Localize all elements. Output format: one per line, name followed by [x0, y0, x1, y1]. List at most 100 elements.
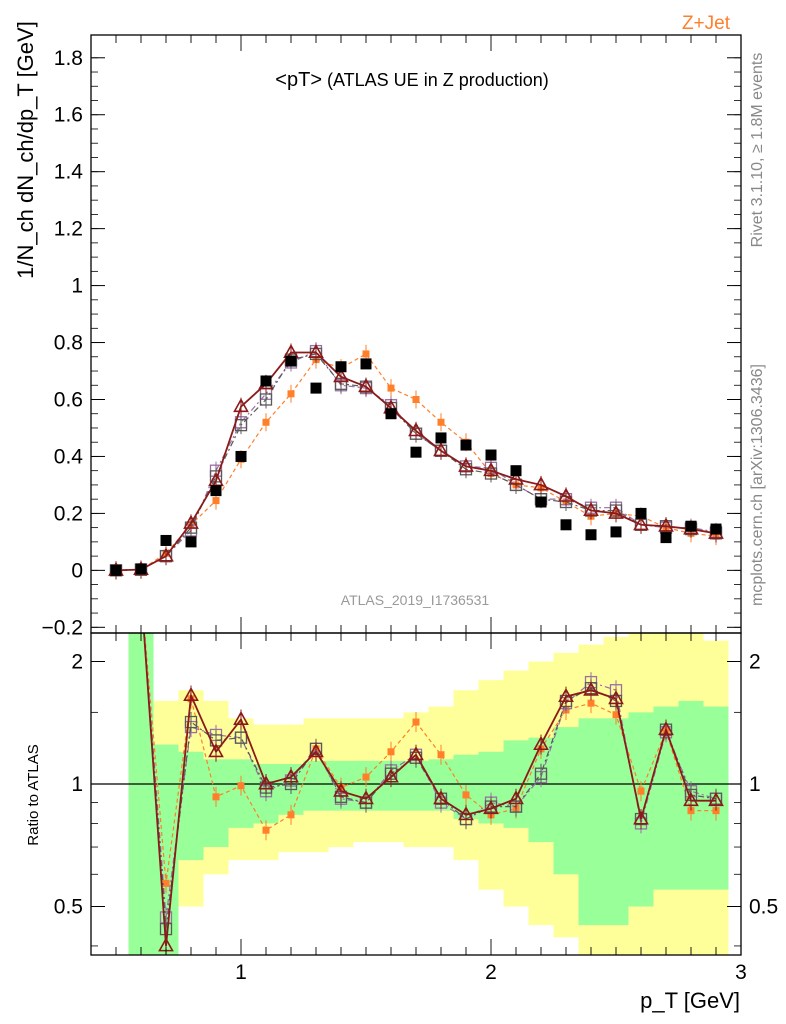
ratio-band-inner [553, 727, 579, 875]
main-point [158, 547, 174, 562]
ratio-point [287, 811, 295, 819]
main-data-point [610, 526, 622, 538]
main-point [362, 350, 370, 358]
main-point [233, 397, 249, 413]
main-data-point [360, 358, 372, 370]
ratio-point [462, 791, 470, 799]
ratio-band-inner [403, 760, 429, 811]
plot-title-sub: (ATLAS UE in Z production) [327, 70, 549, 90]
main-data-point [510, 465, 522, 477]
x-tick-label: 2 [485, 961, 497, 984]
ratio-band-inner [178, 751, 204, 861]
main-data-point [135, 563, 147, 575]
ratio-point [383, 768, 399, 783]
ratio-band-inner [303, 760, 329, 811]
ratio-point [558, 687, 574, 703]
main-y-tick-label: 0.2 [54, 502, 83, 525]
main-data-point [685, 520, 697, 532]
main-data-point [585, 529, 597, 541]
x-tick-label: 3 [735, 961, 747, 984]
side-text-top: Rivet 3.1.10, ≥ 1.8M events [749, 53, 766, 248]
main-y-tick-label: 1.6 [54, 104, 83, 127]
main-point [183, 514, 199, 529]
ratio-point [362, 773, 370, 781]
main-point [308, 343, 324, 358]
ratio-point [633, 810, 649, 825]
main-y-tick-label: 1 [71, 275, 83, 298]
main-point [262, 418, 270, 426]
main-point [408, 422, 424, 437]
ratio-point [483, 799, 499, 815]
main-point [608, 504, 624, 519]
ratio-point [233, 710, 249, 726]
ratio-point [508, 790, 524, 805]
main-data-point [260, 375, 272, 387]
main-data-point [435, 432, 447, 444]
ratio-point [283, 768, 299, 783]
y-axis-title-ratio: Ratio to ATLAS [25, 744, 42, 845]
axis-ticks: −0.2 0 0.2 0.4 0.6 0.8 1 1.2 1.4 1.6 1.8 1 2 3 0.5 0.5 1… [42, 35, 778, 984]
ratio-point [612, 711, 620, 719]
main-data-point [210, 485, 222, 497]
main-y-tick-label: 0.6 [54, 388, 83, 411]
ratio-point [437, 751, 445, 759]
ratio-point [708, 792, 724, 807]
ratio-point [237, 782, 245, 790]
analysis-tag: ATLAS_2019_I1736531 [341, 592, 490, 608]
main-data-point [160, 534, 172, 546]
main-series-line [115, 351, 717, 572]
main-data-point [235, 450, 247, 462]
ratio-band-inner [603, 718, 629, 926]
ratio-y-tick-label-right: 2 [749, 651, 761, 674]
main-point [583, 501, 599, 517]
main-y-tick-label: 0.8 [54, 332, 83, 355]
main-point [437, 418, 445, 426]
ratio-band-inner [128, 633, 154, 955]
ratio-point [587, 699, 595, 707]
main-series-line [115, 350, 717, 571]
main-data-point [410, 446, 422, 458]
main-y-tick-label: 1.4 [54, 161, 84, 184]
ratio-point [184, 715, 198, 729]
ratio-point [637, 787, 645, 795]
ratio-y-tick-label-right: 1 [749, 773, 761, 796]
x-axis-title: p_T [GeV] [640, 988, 740, 1013]
main-data-point [485, 449, 497, 461]
main-y-tick-label: 1.8 [54, 47, 83, 70]
main-data-point [660, 532, 672, 544]
ratio-point [408, 746, 424, 761]
main-point [358, 378, 374, 393]
ratio-point [208, 743, 224, 758]
main-point [508, 470, 524, 485]
main-series-line [115, 353, 717, 571]
ratio-point [534, 767, 548, 780]
ratio-point [583, 681, 599, 696]
ratio-point [234, 731, 248, 744]
process-label: Z+Jet [682, 13, 731, 34]
ratio-point [683, 792, 699, 807]
main-point [259, 393, 273, 406]
x-tick-label: 1 [235, 961, 247, 984]
main-data-point [285, 355, 297, 367]
ratio-point [308, 743, 324, 758]
ratio-point [333, 782, 349, 797]
ratio-y-tick-label-right: 0.5 [749, 895, 778, 918]
main-point [333, 368, 349, 383]
main-data-point [335, 361, 347, 373]
main-y-tick-label: 0 [71, 559, 83, 582]
ratio-point [358, 790, 374, 805]
ratio-y-tick-label-left: 2 [71, 651, 83, 674]
main-data-point [385, 408, 397, 420]
main-series-line [115, 353, 717, 571]
ratio-point [183, 686, 199, 701]
y-axis-title-main: 1/N_ch dN_ch/dp_T [GeV] [13, 21, 38, 279]
ratio-point [533, 735, 549, 751]
main-data-point [560, 519, 572, 531]
ratio-point [262, 826, 270, 834]
ratio-band-inner [578, 718, 604, 926]
ratio-point [608, 690, 624, 705]
main-data-point [535, 496, 547, 508]
ratio-point [212, 793, 220, 801]
main-y-tick-label: 0.4 [54, 445, 84, 468]
